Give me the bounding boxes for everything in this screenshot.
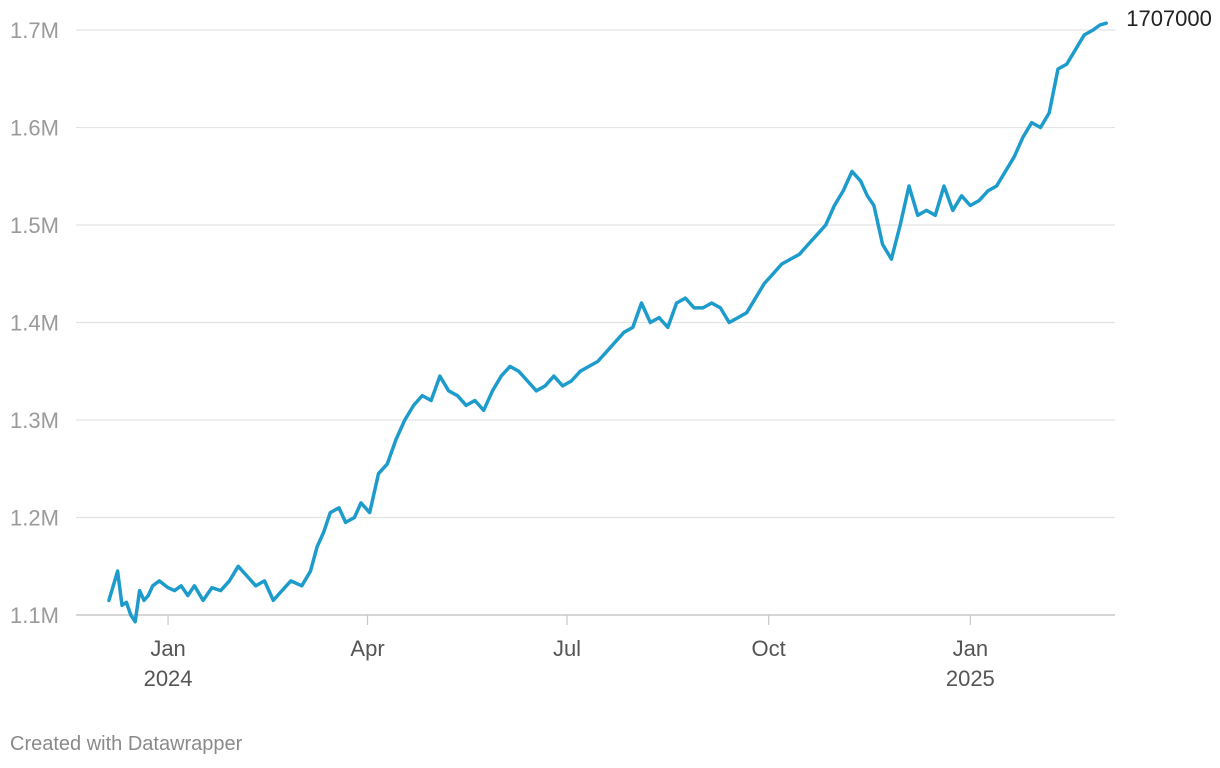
x-tick-label: Oct [752,636,786,661]
y-tick-label: 1.7M [10,18,59,43]
y-tick-label: 1.4M [10,311,59,336]
x-tick-label: Jan [150,636,185,661]
series-line [107,21,1108,624]
footer-credit: Created with Datawrapper [10,733,243,755]
y-tick-label: 1.2M [10,506,59,531]
x-tick-label: Jul [553,636,581,661]
series-group [107,21,1108,624]
y-tick-label: 1.1M [10,603,59,628]
y-tick-label: 1.5M [10,213,59,238]
x-axis-ticks: Jan 2024 Apr Jul Oct Jan 2025 [144,615,995,691]
y-axis-ticks: 1.1M 1.2M 1.3M 1.4M 1.5M 1.6M 1.7M [10,18,59,628]
y-tick-label: 1.3M [10,408,59,433]
x-tick-year-label: 2024 [144,666,193,691]
x-tick-label: Apr [350,636,384,661]
y-tick-label: 1.6M [10,116,59,141]
x-tick-label: Jan [953,636,988,661]
gridlines [76,29,1115,616]
end-value-label: 1707000 [1126,6,1212,31]
x-tick-year-label: 2025 [946,666,995,691]
